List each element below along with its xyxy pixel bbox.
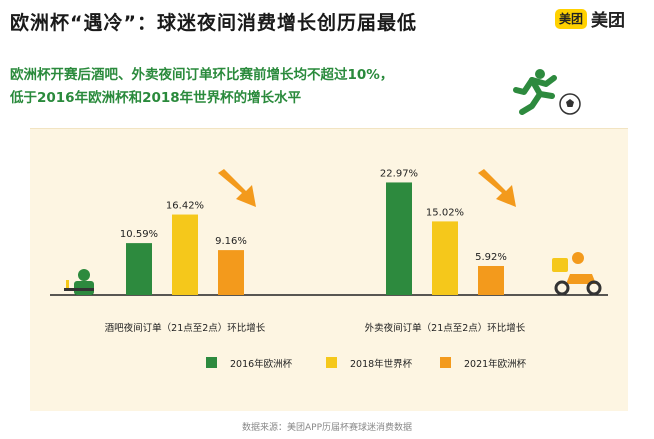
- bar-2-3: [478, 265, 504, 295]
- bar-1-1: [126, 243, 152, 295]
- legend-label: 2021年欧洲杯: [464, 358, 527, 370]
- data-label: 16.42%: [166, 201, 204, 212]
- data-source: 数据来源：美团APP历届杯赛球迷消费数据: [241, 423, 412, 433]
- soccer-ball-icon: [559, 93, 581, 115]
- meituan-logo: 美团 美团: [555, 6, 625, 31]
- bar-desk-icon: [64, 269, 94, 295]
- logo-badge: 美团: [555, 8, 588, 29]
- data-label: 22.97%: [380, 168, 418, 179]
- legend-swatch: [326, 357, 337, 368]
- bar-chart: 10.59% 16.42% 9.16% 酒吧夜间订单（21点至2点）环比增长 22.97…: [50, 168, 608, 370]
- page-title: 欧洲杯“遇冷”：球迷夜间消费增长创历届最低: [10, 12, 417, 34]
- delivery-rider-icon: [552, 252, 602, 296]
- legend-swatch: [440, 357, 451, 368]
- running-man-icon: [513, 69, 581, 115]
- bar-1-3: [218, 250, 244, 295]
- data-label: 5.92%: [475, 252, 507, 263]
- chart-panel: 10.59% 16.42% 9.16% 酒吧夜间订单（21点至2点）环比增长 22.97…: [30, 128, 628, 411]
- category-label: 酒吧夜间订单（21点至2点）环比增长: [105, 322, 266, 334]
- bar-1-2: [172, 214, 198, 295]
- legend-label: 2018年世界杯: [350, 358, 413, 370]
- down-trend-arrow-icon: [218, 169, 256, 207]
- category-label: 外卖夜间订单（21点至2点）环比增长: [365, 322, 526, 334]
- legend-label: 2016年欧洲杯: [230, 358, 293, 370]
- legend-swatch: [206, 357, 217, 368]
- logo-text: 美团: [591, 11, 626, 31]
- subtitle: 欧洲杯开赛后酒吧、外卖夜间订单环比赛前增长均不超过10%， 低于2016年欧洲杯…: [10, 64, 393, 110]
- data-label: 10.59%: [120, 229, 158, 240]
- bar-2-2: [432, 221, 458, 295]
- subtitle-line-2: 低于2016年欧洲杯和2018年世界杯的增长水平: [10, 90, 302, 106]
- data-label: 15.02%: [426, 207, 464, 218]
- bar-2-1: [386, 182, 412, 295]
- data-label: 9.16%: [215, 236, 247, 247]
- down-trend-arrow-icon: [478, 169, 516, 207]
- subtitle-line-1: 欧洲杯开赛后酒吧、外卖夜间订单环比赛前增长均不超过10%，: [10, 67, 394, 83]
